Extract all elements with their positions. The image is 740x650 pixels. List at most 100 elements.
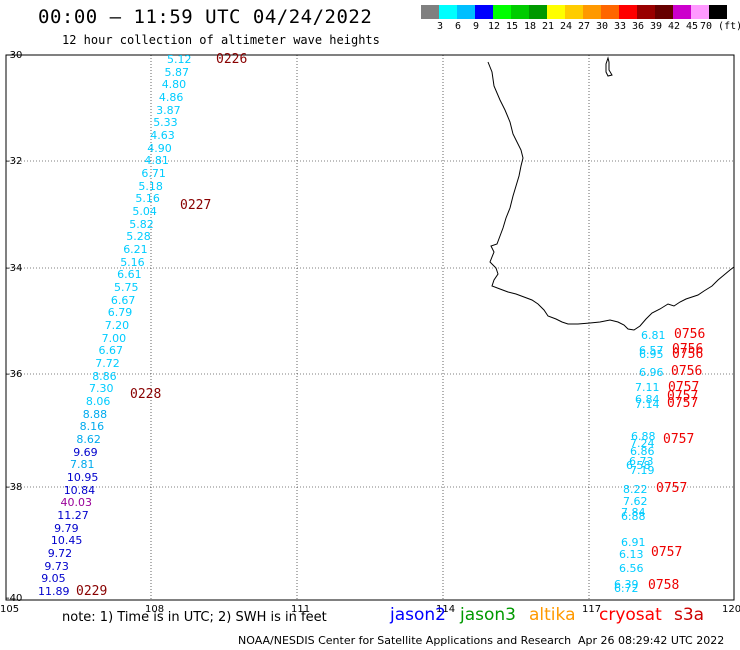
scale-label: 6 (454, 21, 462, 32)
wave-height-value: 8.16 (79, 420, 105, 434)
wave-height-value: 7.72 (95, 357, 120, 370)
wave-height-value: 7.19 (630, 464, 655, 477)
lat-tick-38: -38 (6, 482, 23, 493)
scale-label: 9 (472, 21, 480, 32)
page-title: 00:00 – 11:59 UTC 04/24/2022 (38, 6, 373, 28)
scale-swatch (439, 5, 457, 19)
wave-height-value: 6.13 (619, 548, 644, 561)
island-coastline (605, 56, 613, 77)
lon-tick-117: 117 (582, 604, 602, 615)
coastline (487, 61, 735, 331)
grid-lines (6, 55, 734, 600)
wave-height-value: 40.03 (60, 496, 93, 510)
wave-height-value: 8.88 (82, 407, 108, 421)
wave-height-value: 5.18 (138, 179, 163, 193)
scale-label: 39 (649, 21, 663, 32)
scale-swatch (709, 5, 727, 19)
wave-height-value: 4.80 (161, 78, 187, 92)
lat-tick-36: -36 (6, 369, 23, 380)
satellite-label-cryosat: cryosat (599, 605, 662, 625)
wave-height-value: 5.12 (167, 53, 192, 66)
scale-label: 27 (577, 21, 591, 32)
wave-height-value: 6.84 (635, 393, 660, 406)
scale-swatch (511, 5, 529, 19)
time-label: 0757 (663, 432, 695, 447)
wave-height-value: 9.05 (41, 572, 66, 586)
wave-height-value: 7.24 (630, 437, 655, 450)
wave-height-value: 6.96 (639, 366, 664, 379)
wave-height-value: 6.73 (629, 455, 654, 468)
wave-height-value: 8.62 (76, 433, 101, 446)
lon-tick-108: 108 (145, 604, 165, 615)
wave-height-value: 3.87 (156, 103, 181, 117)
wave-height-value: 6.71 (141, 167, 166, 180)
wave-height-value: 5.87 (164, 65, 190, 79)
scale-label: 3 (436, 21, 444, 32)
time-label: 0758 (648, 578, 680, 593)
scale-label: 24 (559, 21, 573, 32)
lat-tick-32: -32 (6, 156, 23, 167)
wave-height-value: 8.86 (92, 369, 117, 383)
wave-height-value: 9.72 (47, 547, 73, 560)
map-frame (5, 54, 735, 601)
scale-swatch (493, 5, 511, 19)
wave-height-value: 4.81 (144, 154, 169, 168)
wave-height-value: 11.89 (38, 585, 70, 598)
wave-height-value: 5.33 (153, 116, 178, 130)
wave-height-value: 9.79 (54, 521, 79, 535)
scale-swatch (637, 5, 655, 19)
footnote: note: 1) Time is in UTC; 2) SWH is in fe… (62, 610, 327, 625)
wave-height-value: 7.14 (635, 398, 660, 411)
wave-height-value: 6.61 (117, 268, 142, 282)
time-label: 0228 (130, 387, 162, 402)
wave-height-value: 6.58 (626, 459, 651, 472)
wave-height-value: 6.95 (639, 348, 664, 361)
lat-tick-30: -30 (6, 50, 23, 61)
scale-swatch (673, 5, 691, 19)
wave-height-value: 8.06 (85, 395, 111, 408)
scale-swatch (583, 5, 601, 19)
time-label: 0226 (216, 52, 248, 67)
wave-height-value: 7.00 (101, 331, 127, 345)
wave-height-value: 6.81 (641, 329, 666, 342)
scale-swatch (421, 5, 439, 19)
wave-height-value: 5.16 (135, 192, 160, 206)
wave-height-value: 4.86 (158, 91, 184, 104)
wave-height-value: 6.88 (631, 430, 656, 443)
generated-timestamp: Apr 26 08:29:42 UTC 2022 (578, 634, 725, 647)
wave-height-value: 7.11 (635, 381, 660, 394)
scale-label: 30 (595, 21, 609, 32)
wave-height-value: 6.57 (639, 344, 664, 357)
scale-label: 15 (505, 21, 519, 32)
time-label: 0757 (656, 481, 688, 496)
page-subtitle: 12 hour collection of altimeter wave hei… (62, 33, 380, 47)
time-label: 0756 (672, 347, 704, 362)
lon-tick-120: 120 (722, 604, 740, 615)
time-label: 0757 (667, 396, 699, 411)
wave-height-value: 6.86 (630, 445, 655, 458)
scale-label: 45 (685, 21, 699, 32)
wave-height-value: 9.73 (44, 559, 69, 573)
wave-height-value: 5.82 (129, 217, 154, 231)
satellite-label-s3a: s3a (674, 605, 705, 625)
lon-tick-114: 114 (436, 604, 456, 615)
wave-height-value: 6.67 (98, 344, 124, 358)
scale-label: 21 (541, 21, 555, 32)
lon-tick-111: 111 (291, 604, 311, 615)
time-label: 0227 (180, 198, 212, 213)
lat-tick-34: -34 (6, 263, 23, 274)
wave-height-value: 6.67 (110, 293, 136, 307)
scale-label: 36 (631, 21, 645, 32)
wave-height-value: 6.88 (621, 510, 646, 523)
scale-swatch (601, 5, 619, 19)
wave-height-value: 7.62 (623, 495, 648, 508)
wave-height-value: 5.16 (120, 255, 145, 269)
wave-height-value: 6.39 (614, 578, 639, 591)
wave-height-value: 10.84 (63, 483, 96, 497)
wave-height-value: 10.95 (66, 471, 99, 484)
scale-swatch (565, 5, 583, 19)
scale-label: 18 (523, 21, 537, 32)
scale-swatch (619, 5, 637, 19)
time-label: 0756 (674, 327, 706, 342)
